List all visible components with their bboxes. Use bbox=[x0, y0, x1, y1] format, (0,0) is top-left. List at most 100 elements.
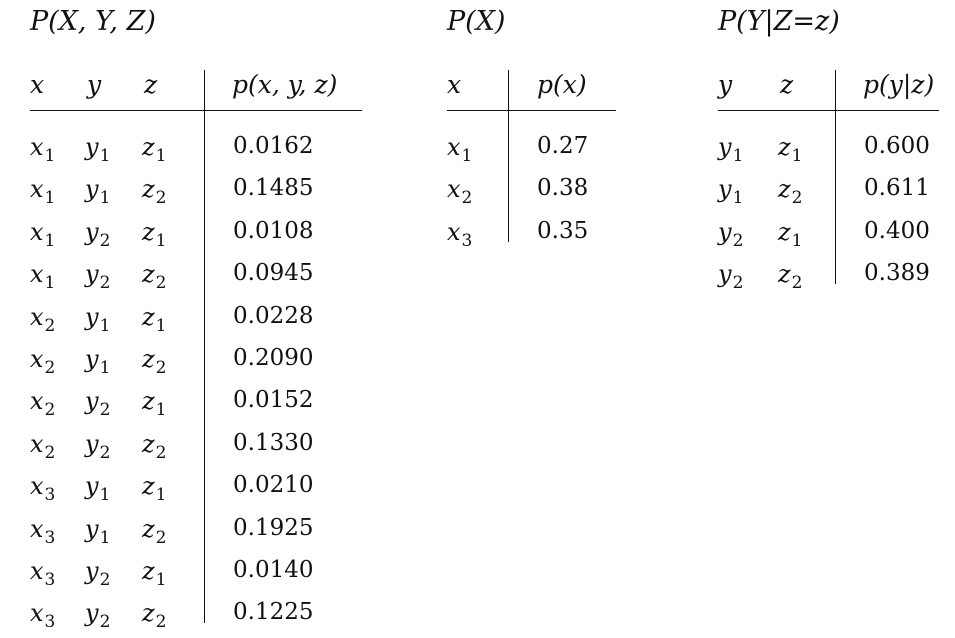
cell-y: y bbox=[85, 175, 99, 204]
cell-z-sub: 2 bbox=[155, 273, 167, 294]
marginal-header-rule bbox=[447, 110, 616, 111]
cell-z: z bbox=[778, 133, 791, 161]
cell-z-sub: 1 bbox=[791, 146, 803, 166]
joint-column-divider bbox=[204, 70, 205, 623]
cell-x-sub: 2 bbox=[44, 357, 56, 378]
cell-y: y bbox=[718, 217, 732, 246]
cell-z-sub: 2 bbox=[155, 357, 167, 378]
cell-y-sub: 2 bbox=[99, 400, 111, 421]
cell-z: z bbox=[142, 472, 155, 501]
cell-x: x bbox=[30, 133, 44, 161]
cell-y: y bbox=[85, 387, 99, 416]
cell-y: y bbox=[85, 599, 99, 628]
cell-x-sub: 2 bbox=[44, 315, 56, 336]
conditional-header-p: p(y|z) bbox=[863, 70, 935, 99]
cell-y-sub: 1 bbox=[732, 146, 744, 166]
cell-z: z bbox=[142, 514, 155, 543]
cell-x-sub: 1 bbox=[44, 273, 56, 294]
cell-y-sub: 1 bbox=[99, 527, 111, 548]
cell-x-sub: 3 bbox=[44, 569, 56, 590]
joint-header-p: p(x, y, z) bbox=[232, 70, 338, 99]
cell-z-sub: 2 bbox=[791, 188, 803, 209]
cell-z: z bbox=[142, 302, 155, 331]
cell-z: z bbox=[142, 599, 155, 628]
cell-p: 0.0945 bbox=[233, 260, 314, 287]
cell-p: 0.1485 bbox=[233, 175, 314, 202]
cell-y: y bbox=[85, 344, 99, 373]
conditional-table-title: P(Y|Z=z) bbox=[718, 6, 840, 37]
marginal-column-divider bbox=[508, 70, 509, 242]
cell-z-sub: 1 bbox=[791, 230, 803, 251]
cell-y-sub: 1 bbox=[99, 485, 111, 506]
cell-z-sub: 2 bbox=[155, 612, 167, 633]
cell-p: 0.0152 bbox=[233, 387, 314, 414]
cell-y-sub: 1 bbox=[99, 315, 111, 336]
cell-z-sub: 1 bbox=[155, 400, 167, 421]
cell-y: y bbox=[85, 217, 99, 246]
cell-z-sub: 1 bbox=[155, 230, 167, 251]
cell-z: z bbox=[142, 133, 155, 161]
cell-y: y bbox=[718, 260, 732, 289]
cell-y-sub: 1 bbox=[732, 188, 744, 209]
cell-y: y bbox=[85, 260, 99, 289]
cell-y: y bbox=[85, 514, 99, 543]
joint-header-y: y bbox=[87, 70, 102, 99]
cell-x-sub: 3 bbox=[461, 230, 473, 251]
cell-y-sub: 2 bbox=[99, 442, 111, 463]
cell-x: x bbox=[30, 217, 44, 246]
conditional-column-divider bbox=[835, 70, 836, 284]
cell-x-sub: 1 bbox=[44, 230, 56, 251]
cell-p: 0.389 bbox=[864, 260, 930, 287]
cell-y-sub: 2 bbox=[732, 273, 744, 294]
cell-p: 0.0210 bbox=[233, 472, 314, 499]
cell-x: x bbox=[30, 556, 44, 585]
cell-z: z bbox=[142, 344, 155, 373]
cell-z-sub: 2 bbox=[155, 527, 167, 548]
cell-y: y bbox=[85, 302, 99, 331]
joint-table-title: P(X, Y, Z) bbox=[30, 6, 156, 37]
cell-y-sub: 1 bbox=[99, 146, 111, 166]
cell-p: 0.2090 bbox=[233, 344, 314, 371]
cell-x-sub: 1 bbox=[44, 146, 56, 166]
marginal-header-x: x bbox=[447, 70, 462, 99]
cell-p: 0.611 bbox=[864, 175, 930, 202]
cell-z: z bbox=[778, 217, 791, 246]
cell-z: z bbox=[778, 260, 791, 289]
cell-y-sub: 2 bbox=[99, 230, 111, 251]
cell-x-sub: 3 bbox=[44, 527, 56, 548]
joint-header-z: z bbox=[144, 70, 158, 99]
cell-x: x bbox=[30, 599, 44, 628]
conditional-header-rule bbox=[718, 110, 939, 111]
cell-x: x bbox=[447, 217, 461, 246]
cell-x: x bbox=[30, 175, 44, 204]
cell-y-sub: 2 bbox=[99, 569, 111, 590]
joint-header-rule bbox=[30, 110, 362, 111]
cell-x-sub: 2 bbox=[44, 442, 56, 463]
cell-z-sub: 2 bbox=[155, 188, 167, 209]
cell-y-sub: 2 bbox=[99, 273, 111, 294]
cell-z: z bbox=[142, 429, 155, 458]
cell-y-sub: 1 bbox=[99, 357, 111, 378]
cell-x: x bbox=[30, 387, 44, 416]
marginal-table-title: P(X) bbox=[447, 6, 506, 37]
cell-x-sub: 1 bbox=[44, 188, 56, 209]
cell-x: x bbox=[30, 514, 44, 543]
cell-x-sub: 2 bbox=[44, 400, 56, 421]
cell-y: y bbox=[85, 472, 99, 501]
cell-y-sub: 1 bbox=[99, 188, 111, 209]
cell-p: 0.0140 bbox=[233, 556, 314, 583]
cell-x-sub: 3 bbox=[44, 485, 56, 506]
cell-z-sub: 2 bbox=[155, 442, 167, 463]
cell-z-sub: 1 bbox=[155, 569, 167, 590]
conditional-header-z: z bbox=[780, 70, 794, 99]
cell-y-sub: 2 bbox=[99, 612, 111, 633]
cell-z: z bbox=[778, 175, 791, 204]
cell-p: 0.400 bbox=[864, 217, 930, 244]
cell-p: 0.1925 bbox=[233, 514, 314, 541]
cell-p: 0.0228 bbox=[233, 302, 314, 329]
cell-z-sub: 1 bbox=[155, 315, 167, 336]
cell-y-sub: 2 bbox=[732, 230, 744, 251]
cell-z: z bbox=[142, 175, 155, 204]
cell-p: 0.1330 bbox=[233, 429, 314, 456]
cell-x-sub: 1 bbox=[461, 146, 473, 166]
